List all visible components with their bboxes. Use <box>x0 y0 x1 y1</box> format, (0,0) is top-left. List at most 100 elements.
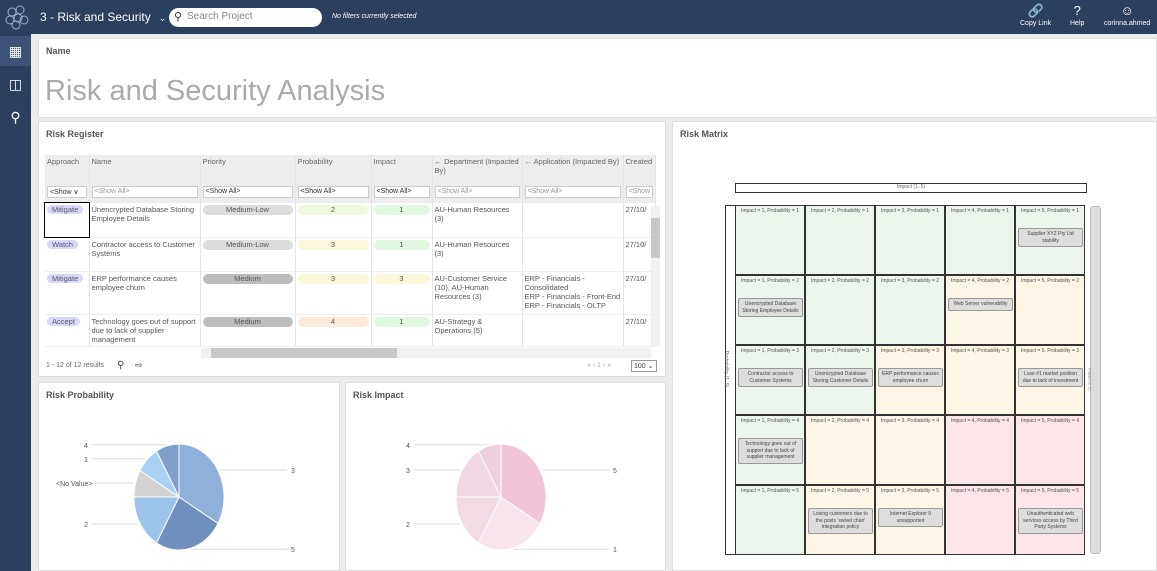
risk-probability-panel: Risk Probability 3 5 2 <No Value> 1 4 <box>38 382 340 571</box>
column-header[interactable]: Approach <box>45 155 90 185</box>
pie-slice[interactable] <box>455 496 502 544</box>
cell-impact: 1 <box>371 237 433 272</box>
pie-slice[interactable] <box>133 496 180 544</box>
table-row[interactable]: Accept Technology goes out of support due… <box>45 314 657 347</box>
column-header[interactable]: ← Application (Impacted By) <box>522 155 624 185</box>
project-selector[interactable]: 3 - Risk and Security ⌄ <box>40 10 166 24</box>
column-filter[interactable]: <Show All> <box>297 186 369 198</box>
risk-card[interactable]: ERP performance causes employee churn <box>878 368 943 387</box>
search-icon[interactable]: ⚲ <box>117 360 125 371</box>
priority-value: Medium-Low <box>202 239 293 250</box>
cell-probability: 2 <box>295 203 372 238</box>
approach-value[interactable]: Watch <box>47 239 78 249</box>
created-value: 27/10/ <box>625 273 647 283</box>
project-name: 3 - Risk and Security <box>40 10 151 24</box>
filter-status: No filters currently selected <box>332 13 417 20</box>
risk-card[interactable]: Supplier XYZ Pty Ltd stability <box>1018 228 1083 247</box>
pie-slice[interactable] <box>500 443 547 525</box>
pie-label: 3 <box>291 468 295 475</box>
probability-value: 3 <box>297 273 369 284</box>
cell-label: Impact = 3, Probability = 4 <box>880 418 940 424</box>
matrix-cell: Impact = 4, Probability = 5 <box>945 485 1015 555</box>
help-button[interactable]: ? Help <box>1070 3 1084 27</box>
copy-link-button[interactable]: 🔗 Copy Link <box>1020 3 1051 27</box>
cell-approach: Mitigate <box>44 202 90 238</box>
search-placeholder: Search Project <box>187 11 253 22</box>
matrix-cell: Impact = 5, Probability = 5 Unauthenticat… <box>1015 485 1085 555</box>
pie-label: 1 <box>84 457 88 464</box>
application-value: ERP - Financials - Consolidated ERP - Fi… <box>524 273 621 310</box>
matrix-cell: Impact = 2, Probability = 5 Losing custom… <box>805 485 875 555</box>
column-filter[interactable]: <Show All> <box>373 186 430 198</box>
column-header[interactable]: Priority <box>200 155 296 185</box>
vertical-scrollbar[interactable] <box>651 206 660 346</box>
page-size-select[interactable]: 100 ⌄ <box>631 360 657 372</box>
risk-card[interactable]: Unencrypted Database Storing Customer De… <box>808 368 873 387</box>
name-label: Name <box>46 46 71 56</box>
app-logo-icon[interactable] <box>4 4 30 30</box>
sidebar-item-book[interactable]: ◫ <box>0 69 31 99</box>
cell-name: Unencrypted Database Storing Employee De… <box>89 203 201 238</box>
pie-slice[interactable] <box>178 443 225 525</box>
matrix-cell: Impact = 4, Probability = 1 <box>945 205 1015 275</box>
page-size-value: 100 <box>634 363 646 370</box>
search-icon: ⚲ <box>174 11 183 23</box>
pagination[interactable]: « ‹ 1 › » <box>587 362 612 369</box>
column-header[interactable]: ← Department (Impacted By) <box>432 155 523 185</box>
sidebar-item-dashboard[interactable]: ▦ <box>0 36 31 66</box>
matrix-scrollbar[interactable]: Impact (1..5) <box>1087 206 1101 554</box>
risk-card[interactable]: Internet Explorer 9 unsupported <box>878 508 943 527</box>
department-value: AU-Customer Service (10), AU-Human Resou… <box>434 273 508 301</box>
risk-card[interactable]: Technology goes out of support due to la… <box>738 438 803 464</box>
cell-label: Impact = 4, Probability = 4 <box>950 418 1010 424</box>
column-header[interactable]: Impact <box>371 155 433 185</box>
priority-value: Medium <box>202 273 293 284</box>
name-panel: Name Risk and Security Analysis <box>38 38 1157 118</box>
column-header[interactable]: Name <box>89 155 201 185</box>
cell-probability: 4 <box>295 314 372 347</box>
column-filter[interactable]: <Show All> <box>202 186 293 198</box>
risk-card[interactable]: Web Server vulnerability <box>948 298 1013 311</box>
cell-created: 27/10/ <box>623 237 657 272</box>
pie-slice[interactable] <box>477 443 502 498</box>
table-row[interactable]: Watch Contractor access to Customer Syste… <box>45 237 657 272</box>
risk-card[interactable]: Contractor access to Customer Systems <box>738 368 803 387</box>
column-filter[interactable]: <Show ∨ <box>47 186 87 198</box>
column-filter[interactable]: <Show All> <box>91 186 198 198</box>
cell-label: Impact = 5, Probability = 2 <box>1020 278 1080 284</box>
risk-card[interactable]: Unencrypted Database Storing Employee De… <box>738 298 803 317</box>
risk-card[interactable]: Unauthenticated web services access by T… <box>1018 508 1083 534</box>
right-axis-label: Impact (1..5) <box>1087 368 1093 391</box>
pie-slice[interactable] <box>455 450 502 498</box>
pie-label: 3 <box>406 468 410 475</box>
risk-card[interactable]: Lose #1 market position due to lack of i… <box>1018 368 1083 387</box>
approach-value[interactable]: Mitigate <box>47 205 84 214</box>
cell-label: Impact = 1, Probability = 1 <box>740 208 800 214</box>
export-icon[interactable]: ⇨ <box>135 360 143 370</box>
column-filter[interactable]: <Show <box>625 186 654 198</box>
approach-value[interactable]: Mitigate <box>47 273 84 283</box>
column-filter[interactable]: <Show All> <box>434 186 520 198</box>
table-row[interactable]: Mitigate Unencrypted Database Storing Emp… <box>44 202 657 238</box>
user-menu-button[interactable]: ☺ corinna.ahmed <box>1104 3 1150 27</box>
pie-slice[interactable] <box>155 443 180 498</box>
cell-approach: Accept <box>45 314 90 347</box>
cell-label: Impact = 4, Probability = 1 <box>950 208 1010 214</box>
column-header[interactable]: Created <box>623 155 657 185</box>
column-header[interactable]: Probability <box>295 155 372 185</box>
matrix-cell: Impact = 3, Probability = 4 <box>875 415 945 485</box>
pie-slice[interactable] <box>477 496 541 551</box>
sidebar-item-search[interactable]: ⚲ <box>0 102 31 132</box>
column-filter[interactable]: <Show All> <box>524 186 621 198</box>
pie-label: 4 <box>406 443 410 450</box>
top-bar: 3 - Risk and Security ⌄ ⚲ Search Project N… <box>0 0 1157 34</box>
table-row[interactable]: Mitigate ERP performance causes employee … <box>45 271 657 315</box>
matrix-cell: Impact = 2, Probability = 2 <box>805 275 875 345</box>
created-value: 27/10/ <box>625 316 647 326</box>
copy-link-label: Copy Link <box>1020 20 1052 27</box>
approach-value[interactable]: Accept <box>47 316 80 326</box>
horizontal-scrollbar[interactable] <box>201 348 651 358</box>
search-input[interactable]: ⚲ Search Project <box>169 8 322 27</box>
pie-slice[interactable] <box>155 496 219 551</box>
risk-card[interactable]: Losing customers due to the posts 'swive… <box>808 508 873 534</box>
